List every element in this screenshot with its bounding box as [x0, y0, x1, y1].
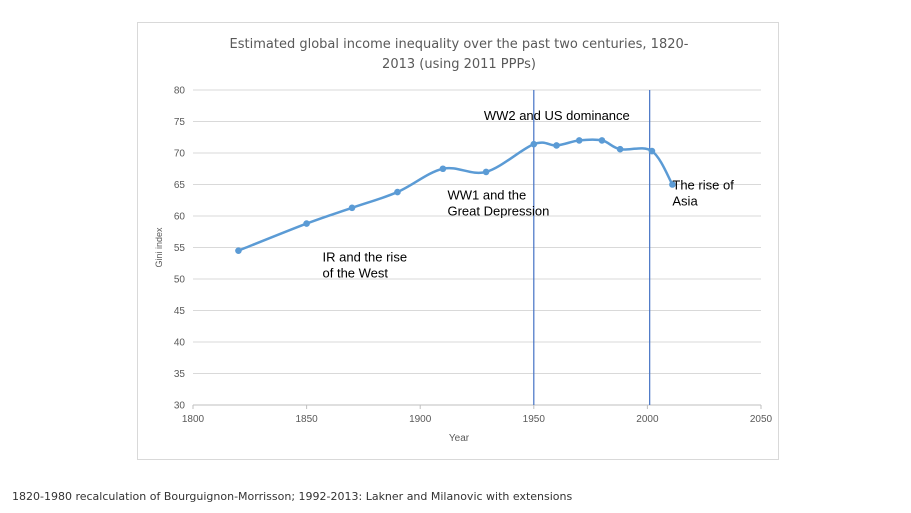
- y-tick-label: 75: [174, 117, 186, 128]
- data-point: [616, 145, 624, 153]
- annotation-label: WW2 and US dominance: [484, 108, 630, 123]
- data-point: [482, 168, 490, 176]
- data-point: [394, 188, 401, 196]
- data-point: [669, 181, 676, 188]
- y-tick-label: 40: [174, 338, 186, 349]
- x-tick-label: 1800: [182, 414, 205, 425]
- y-axis-title: Gini index: [154, 227, 164, 268]
- annotation-label: The rise of: [672, 178, 734, 193]
- annotation-label: Great Depression: [447, 204, 549, 219]
- x-tick-label: 2000: [636, 414, 659, 425]
- y-tick-label: 50: [174, 275, 186, 286]
- data-point: [303, 220, 310, 227]
- annotation-label: Asia: [672, 194, 698, 209]
- y-tick-label: 35: [174, 369, 186, 380]
- chart-title: Estimated global income inequality over …: [230, 37, 689, 52]
- data-point: [439, 165, 447, 173]
- data-point: [348, 204, 356, 212]
- chart-container: Estimated global income inequality over …: [137, 22, 779, 460]
- y-tick-label: 45: [174, 306, 186, 317]
- y-tick-label: 80: [174, 86, 186, 97]
- x-tick-label: 1900: [409, 414, 432, 425]
- x-tick-label: 1850: [295, 414, 318, 425]
- annotation-label: IR and the rise: [323, 249, 408, 264]
- y-tick-label: 65: [174, 180, 186, 191]
- y-tick-label: 70: [174, 149, 186, 160]
- source-footnote: 1820-1980 recalculation of Bourguignon-M…: [12, 490, 573, 503]
- y-tick-label: 55: [174, 243, 186, 254]
- y-tick-label: 30: [174, 401, 186, 412]
- data-point: [530, 140, 538, 148]
- x-tick-label: 1950: [523, 414, 546, 425]
- data-point: [598, 137, 606, 144]
- annotation-label: of the West: [323, 265, 389, 280]
- gini-line-chart: Estimated global income inequality over …: [154, 37, 773, 444]
- y-tick-label: 60: [174, 212, 186, 223]
- data-point: [553, 142, 560, 149]
- data-point: [235, 247, 242, 254]
- x-tick-label: 2050: [750, 414, 773, 425]
- data-point: [575, 137, 583, 144]
- x-axis-title: Year: [449, 433, 470, 444]
- annotation-label: WW1 and the: [447, 188, 526, 203]
- data-point: [648, 147, 656, 155]
- chart-title: 2013 (using 2011 PPPs): [382, 57, 536, 72]
